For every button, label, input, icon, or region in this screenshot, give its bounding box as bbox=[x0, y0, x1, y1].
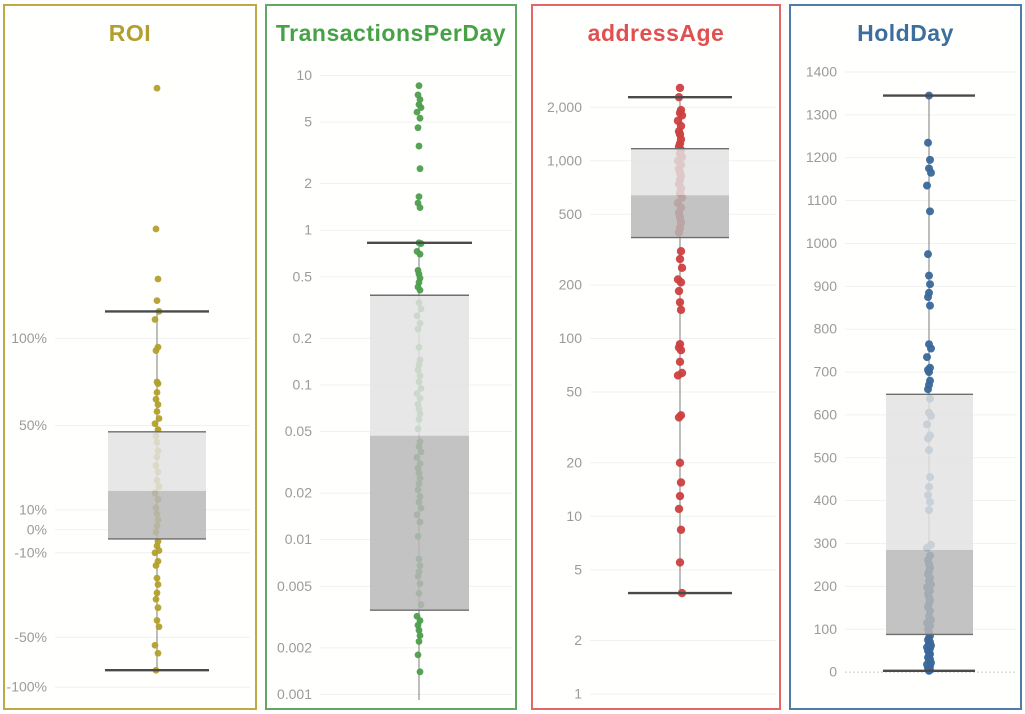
panel-title-hold-day: HoldDay bbox=[857, 20, 954, 46]
address-age-boxplot-canvas[interactable]: 2,000 1,000 500 200 100 50 20 10 5 2 1 bbox=[533, 6, 779, 708]
axis-tick-label: 0.1 bbox=[293, 376, 313, 392]
axis-tick-label: 20 bbox=[566, 454, 582, 470]
axis-tick-label: 1 bbox=[574, 686, 582, 702]
axis-tick-label: 5 bbox=[304, 114, 312, 130]
axis-tick-label: -10% bbox=[14, 544, 47, 560]
panel-hold-day: HoldDay 1400 1300 1200 1100 1000 900 800 700 600… bbox=[789, 4, 1022, 710]
axis-tick-label: 100 bbox=[814, 621, 838, 637]
axis-tick-label: 5 bbox=[574, 561, 582, 577]
axis-tick-label: 50 bbox=[566, 384, 582, 400]
hold-day-boxplot-canvas[interactable]: 1400130012001100100090080070060050040030… bbox=[791, 6, 1020, 708]
axis-tick-label: 1000 bbox=[806, 235, 837, 251]
axis-tick-label: 200 bbox=[814, 578, 838, 594]
panel-roi: ROI 100% 50% 10% 0% -10% -50% -100% bbox=[3, 4, 257, 710]
axis-tick-label: 0.001 bbox=[277, 686, 312, 702]
axis-tick-label: 1200 bbox=[806, 149, 837, 165]
panel-address-age: addressAge 2,000 1,000 500 200 100 50 20 10 5 2 1 bbox=[531, 4, 781, 710]
axis-tick-label: 10 bbox=[296, 67, 312, 83]
axis-tick-label: 10 bbox=[566, 508, 582, 524]
axis-tick-label: 800 bbox=[814, 321, 838, 337]
axis-tick-label: 2 bbox=[574, 632, 582, 648]
axis-tick-label: 0% bbox=[27, 521, 47, 537]
axis-tick-label: 1300 bbox=[806, 106, 837, 122]
axis-tick-label: 0 bbox=[829, 664, 837, 680]
axis-tick-label: 200 bbox=[559, 277, 583, 293]
axis-tick-label: 300 bbox=[814, 535, 838, 551]
axis-tick-label: 50% bbox=[19, 417, 47, 433]
axis-tick-label: 2,000 bbox=[547, 99, 582, 115]
axis-tick-label: -50% bbox=[14, 629, 47, 645]
axis-tick-label: 900 bbox=[814, 278, 838, 294]
axis-tick-label: -100% bbox=[7, 679, 47, 695]
panel-transactions-per-day: TransactionsPerDay 10 5 2 1 0.5 0.2 0.1 0.05 0.0… bbox=[265, 4, 517, 710]
axis-tick-label: 0.05 bbox=[285, 423, 312, 439]
axis-tick-label: 700 bbox=[814, 364, 838, 380]
transactions-per-day-boxplot-canvas[interactable]: 10 5 2 1 0.5 0.2 0.1 0.05 0.02 0.01 0.005 0.002 0.00… bbox=[267, 6, 515, 708]
axis-tick-label: 1,000 bbox=[547, 152, 582, 168]
axis-tick-label: 100% bbox=[11, 330, 47, 346]
panel-title-address-age: addressAge bbox=[587, 20, 725, 46]
panel-title-roi: ROI bbox=[108, 20, 152, 46]
axis-tick-label: 0.2 bbox=[293, 330, 313, 346]
axis-tick-label: 600 bbox=[814, 406, 838, 422]
roi-boxplot-canvas[interactable]: 100% 50% 10% 0% -10% -50% -100% bbox=[5, 6, 255, 708]
axis-tick-label: 2 bbox=[304, 175, 312, 191]
axis-tick-label: 0.02 bbox=[285, 485, 312, 501]
axis-tick-label: 0.01 bbox=[285, 531, 312, 547]
axis-tick-label: 0.002 bbox=[277, 639, 312, 655]
panel-title-transactions-per-day: TransactionsPerDay bbox=[275, 20, 507, 46]
axis-tick-label: 400 bbox=[814, 492, 838, 508]
axis-tick-label: 10% bbox=[19, 501, 47, 517]
axis-tick-label: 1 bbox=[304, 222, 312, 238]
axis-tick-label: 0.005 bbox=[277, 578, 312, 594]
axis-tick-label: 1400 bbox=[806, 64, 837, 80]
axis-tick-label: 0.5 bbox=[293, 268, 313, 284]
axis-tick-label: 500 bbox=[559, 206, 583, 222]
axis-tick-label: 100 bbox=[559, 330, 583, 346]
axis-tick-label: 500 bbox=[814, 449, 838, 465]
axis-tick-label: 1100 bbox=[807, 192, 837, 208]
